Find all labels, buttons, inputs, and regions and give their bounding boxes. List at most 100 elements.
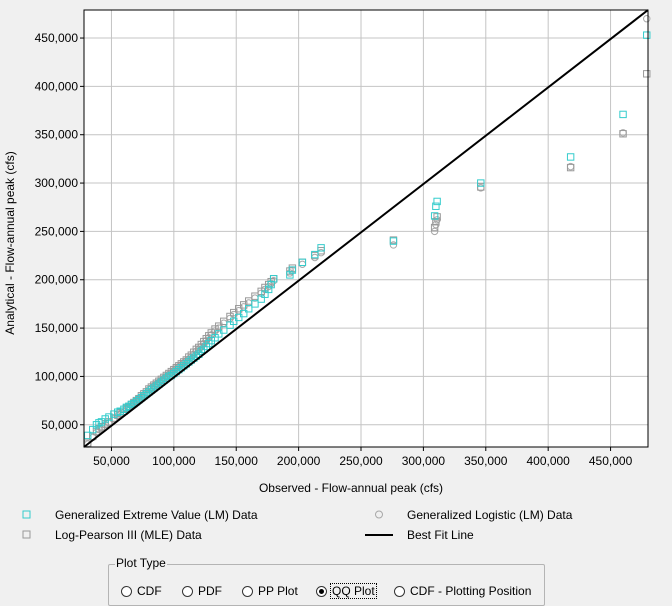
- gev-point: [317, 244, 325, 252]
- x-tick-label: 300,000: [402, 454, 446, 468]
- gev-point: [211, 334, 219, 342]
- square-outline-icon: [22, 510, 31, 519]
- gev-point: [137, 393, 146, 402]
- glo-point: [430, 227, 439, 236]
- legend-label-gev: Generalized Extreme Value (LM) Data: [55, 508, 258, 522]
- y-tick-label: 350,000: [35, 128, 79, 142]
- plot-type-group: Plot Type CDF PDF PP Plot QQ Plot CDF - …: [108, 556, 545, 606]
- lp3-point: [170, 365, 178, 374]
- lp3-point: [172, 364, 181, 372]
- gev-point: [311, 250, 319, 259]
- lp3-point: [477, 183, 485, 191]
- legend-label-glo: Generalized Logistic (LM) Data: [407, 508, 573, 522]
- gev-point: [226, 321, 234, 329]
- gev-point: [245, 305, 253, 313]
- plot-frame: [83, 9, 649, 448]
- gev-point: [477, 179, 485, 187]
- x-tick-label: 150,000: [215, 454, 259, 468]
- best-fit-line: [83, 9, 649, 448]
- lp3-point: [643, 70, 651, 78]
- gev-point: [432, 202, 440, 210]
- x-tick-label: 450,000: [589, 454, 633, 468]
- gev-point: [160, 376, 168, 384]
- gev-point: [130, 399, 138, 408]
- radio-circle-icon: [394, 585, 405, 597]
- gev-point: [150, 384, 158, 392]
- gev-point: [135, 395, 143, 404]
- line-icon: [365, 534, 393, 536]
- gev-point: [140, 392, 148, 400]
- gev-point: [215, 330, 223, 338]
- gev-point: [389, 237, 398, 245]
- lp3-point: [177, 360, 186, 368]
- radio-pp-plot[interactable]: PP Plot: [242, 583, 299, 599]
- y-axis-title: Analytical - Flow-annual peak (cfs): [3, 151, 17, 334]
- radio-cdf[interactable]: CDF: [121, 583, 163, 599]
- x-tick-label: 350,000: [464, 454, 508, 468]
- gev-point: [566, 153, 575, 161]
- lp3-point: [207, 329, 215, 337]
- chart-legend: Generalized Extreme Value (LM) Data Gene…: [5, 502, 667, 546]
- legend-item-lp3: Log-Pearson III (MLE) Data: [13, 526, 202, 544]
- radio-label-cdf: CDF: [137, 584, 162, 598]
- gev-point: [619, 110, 627, 119]
- gev-point: [142, 390, 151, 398]
- gev-point: [433, 197, 441, 206]
- gev-point: [264, 285, 273, 294]
- lp3-point: [84, 439, 92, 447]
- x-tick-label: 200,000: [277, 454, 321, 468]
- x-axis-title: Observed - Flow-annual peak (cfs): [259, 481, 443, 495]
- legend-label-best-fit: Best Fit Line: [407, 528, 474, 542]
- lp3-point: [226, 312, 234, 321]
- gev-point: [101, 415, 109, 423]
- gev-point: [132, 397, 141, 406]
- gev-point: [89, 425, 97, 434]
- radio-label-qq-plot: QQ Plot: [330, 583, 377, 599]
- radio-qq-plot[interactable]: QQ Plot: [316, 583, 377, 599]
- radio-pdf[interactable]: PDF: [182, 583, 223, 599]
- x-tick-label: 50,000: [93, 454, 130, 468]
- gev-point: [147, 386, 156, 394]
- gev-point: [288, 266, 297, 274]
- gev-point: [155, 380, 163, 388]
- x-tick-label: 400,000: [526, 454, 570, 468]
- y-tick-label: 200,000: [35, 273, 79, 287]
- gev-point: [430, 212, 439, 220]
- radio-circle-icon: [182, 585, 193, 597]
- y-tick-label: 450,000: [35, 31, 79, 45]
- gev-point: [298, 258, 307, 267]
- lp3-point: [220, 317, 228, 326]
- lp3-point: [235, 305, 243, 313]
- gev-point: [116, 407, 124, 415]
- gev-point: [251, 300, 259, 308]
- x-tick-label: 100,000: [152, 454, 196, 468]
- lp3-point: [619, 130, 627, 138]
- glo-point: [389, 241, 398, 249]
- x-axis-ticks: 50,000 100,000 150,000 200,000 250,000 300,00…: [93, 447, 633, 468]
- y-tick-label: 300,000: [35, 176, 79, 190]
- x-tick-label: 250,000: [339, 454, 383, 468]
- radio-label-pdf: PDF: [198, 584, 222, 598]
- lp3-point: [432, 218, 440, 226]
- radio-circle-icon: [121, 585, 132, 597]
- lp3-point: [215, 322, 223, 330]
- gev-point: [643, 31, 651, 39]
- legend-item-glo: Generalized Logistic (LM) Data: [365, 506, 572, 524]
- gev-point: [230, 317, 238, 326]
- gev-point: [257, 295, 265, 303]
- gev-point: [235, 313, 243, 322]
- lp3-point: [230, 308, 238, 317]
- legend-item-best-fit: Best Fit Line: [365, 526, 474, 544]
- y-axis-ticks: 50,000 100,000 150,000 200,000 250,000 300,00…: [35, 31, 84, 432]
- radio-cdf-plotting-position[interactable]: CDF - Plotting Position: [394, 583, 532, 599]
- y-tick-label: 400,000: [35, 79, 79, 93]
- gev-point: [261, 290, 269, 298]
- gev-point: [220, 326, 228, 334]
- gev-point: [95, 419, 103, 427]
- gev-point: [267, 280, 275, 289]
- lp3-point: [566, 163, 575, 172]
- radio-label-pp-plot: PP Plot: [258, 584, 298, 598]
- y-tick-label: 150,000: [35, 321, 79, 335]
- gev-point: [269, 275, 278, 283]
- y-tick-label: 50,000: [41, 418, 78, 432]
